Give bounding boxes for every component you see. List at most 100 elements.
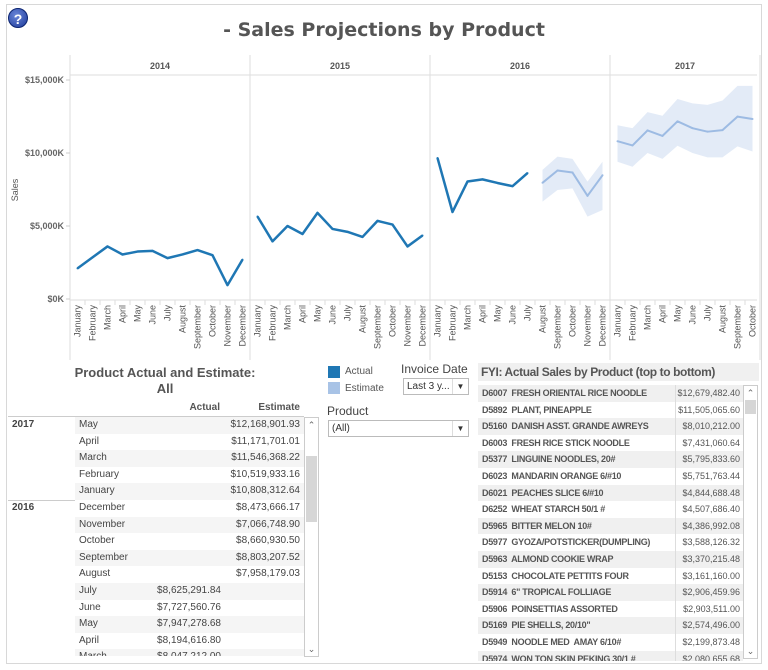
actual-point[interactable]	[241, 258, 244, 261]
actual-point[interactable]	[151, 249, 154, 252]
estimate-point[interactable]	[586, 194, 589, 197]
table-row[interactable]: February $10,519,933.16	[75, 466, 304, 484]
estimate-point[interactable]	[616, 140, 619, 143]
scroll-up-icon[interactable]: ⌃	[307, 420, 316, 430]
table-row[interactable]: May $12,168,901.93	[75, 417, 304, 434]
left-table-scrollbar[interactable]: ⌃ ⌄	[304, 417, 319, 657]
table-row[interactable]: August $7,958,179.03	[75, 566, 304, 583]
actual-point[interactable]	[466, 180, 469, 183]
actual-point[interactable]	[181, 253, 184, 256]
product-row[interactable]: D6252 WHEAT STARCH 50/1 # $4,507,686.40	[478, 501, 743, 518]
question-circle-icon[interactable]: ?	[8, 8, 28, 28]
actual-point[interactable]	[76, 267, 79, 270]
divider	[675, 584, 676, 601]
scroll-thumb[interactable]	[306, 456, 317, 522]
product-row[interactable]: D5153 CHOCOLATE PETTITS FOUR $3,161,160.0…	[478, 567, 743, 585]
x-tick-label: July	[343, 305, 353, 322]
scroll-down-icon[interactable]: ⌄	[307, 644, 316, 654]
actual-point[interactable]	[271, 240, 274, 243]
product-row[interactable]: D6023 MANDARIN ORANGE 6/#10 $5,751,763.44	[478, 468, 743, 485]
invoice-date-dropdown[interactable]: Last 3 y... ▼	[403, 378, 469, 395]
product-cell: D5977 GYOZA/POTSTICKER(DUMPLING)	[482, 537, 651, 548]
x-tick-label: October	[748, 305, 758, 337]
product-row[interactable]: D5906 POINSETTIAS ASSORTED $2,903,511.00	[478, 600, 743, 618]
actual-point[interactable]	[106, 245, 109, 248]
estimate-point[interactable]	[571, 171, 574, 174]
scroll-up-icon[interactable]: ⌃	[746, 388, 755, 398]
product-dropdown[interactable]: (All) ▼	[328, 420, 469, 437]
estimate-point[interactable]	[631, 144, 634, 147]
product-row[interactable]: D5974 WON TON SKIN PEKING 30/1 # $2,080,6…	[478, 650, 743, 661]
estimate-point[interactable]	[661, 134, 664, 137]
estimate-line-2017[interactable]	[617, 115, 753, 147]
actual-point[interactable]	[436, 156, 439, 159]
product-row[interactable]: D5963 ALMOND COOKIE WRAP $3,370,215.48	[478, 551, 743, 568]
product-cell: D5377 LINGUINE NOODLES, 20#	[482, 454, 616, 465]
scroll-thumb[interactable]	[745, 400, 756, 414]
actual-point[interactable]	[91, 256, 94, 259]
table-row[interactable]: May $7,947,278.68	[75, 616, 304, 633]
product-row[interactable]: D5377 LINGUINE NOODLES, 20# $5,795,833.60	[478, 451, 743, 468]
product-row[interactable]: D5160 DANISH ASST. GRANDE AWREYS $8,010,2…	[478, 418, 743, 435]
actual-point[interactable]	[481, 178, 484, 181]
actual-line-2016[interactable]	[436, 157, 529, 214]
actual-point[interactable]	[226, 284, 229, 287]
actual-point[interactable]	[196, 249, 199, 252]
actual-point[interactable]	[421, 234, 424, 237]
actual-point[interactable]	[361, 235, 364, 238]
estimate-point[interactable]	[556, 169, 559, 172]
actual-point[interactable]	[376, 219, 379, 222]
table-row[interactable]: July $8,625,291.84	[75, 583, 304, 600]
table-row[interactable]: October $8,660,930.50	[75, 533, 304, 550]
estimate-point[interactable]	[751, 117, 754, 120]
product-row[interactable]: D5965 BITTER MELON 10# $4,386,992.08	[478, 517, 743, 535]
product-row[interactable]: D5977 GYOZA/POTSTICKER(DUMPLING) $3,588,1…	[478, 534, 743, 551]
product-row[interactable]: D6021 PEACHES SLICE 6/#10 $4,844,688.48	[478, 484, 743, 502]
actual-point[interactable]	[331, 227, 334, 230]
estimate-point[interactable]	[541, 181, 544, 184]
actual-point[interactable]	[451, 210, 454, 213]
estimate-point[interactable]	[691, 127, 694, 130]
right-table-scrollbar[interactable]: ⌃ ⌄	[743, 385, 758, 659]
estimate-point[interactable]	[676, 120, 679, 123]
actual-point[interactable]	[166, 257, 169, 260]
product-row[interactable]: D6007 FRESH ORIENTAL RICE NOODLE $12,679,…	[478, 385, 743, 402]
table-row[interactable]: September $8,803,207.52	[75, 549, 304, 567]
actual-line-2015[interactable]	[256, 211, 424, 248]
estimate-point[interactable]	[736, 115, 739, 118]
actual-point[interactable]	[511, 185, 514, 188]
table-row[interactable]: April $11,171,701.01	[75, 433, 304, 451]
product-row[interactable]: D5914 6" TROPICAL FOLLIAGE $2,906,459.96	[478, 584, 743, 601]
product-row[interactable]: D6003 FRESH RICE STICK NOODLE $7,431,060.…	[478, 434, 743, 452]
table-row[interactable]: November $7,066,748.90	[75, 516, 304, 534]
actual-point[interactable]	[121, 253, 124, 256]
product-row[interactable]: D5949 NOODLE MED AMAY 6/10# $2,199,873.48	[478, 634, 743, 651]
table-row[interactable]: January $10,808,312.64	[75, 483, 304, 500]
actual-line-2014[interactable]	[76, 245, 244, 287]
product-row[interactable]: D5892 PLANT, PINEAPPLE $11,505,065.60	[478, 401, 743, 419]
actual-point[interactable]	[346, 230, 349, 233]
estimate-point[interactable]	[721, 129, 724, 132]
scroll-down-icon[interactable]: ⌄	[746, 646, 755, 656]
estimate-point[interactable]	[601, 174, 604, 177]
actual-point[interactable]	[301, 233, 304, 236]
sales-cell: $11,505,065.60	[678, 404, 740, 415]
actual-point[interactable]	[496, 181, 499, 184]
actual-point[interactable]	[526, 172, 529, 175]
table-row[interactable]: March $11,546,368.22	[75, 450, 304, 467]
table-row[interactable]: March $8,047,212.00	[75, 649, 304, 656]
estimate-point[interactable]	[646, 129, 649, 132]
table-row[interactable]: June $7,727,560.76	[75, 599, 304, 617]
actual-point[interactable]	[136, 250, 139, 253]
actual-point[interactable]	[316, 211, 319, 214]
actual-point[interactable]	[406, 245, 409, 248]
actual-point[interactable]	[211, 254, 214, 257]
actual-point[interactable]	[391, 223, 394, 226]
actual-point[interactable]	[256, 215, 259, 218]
table-row[interactable]: April $8,194,616.80	[75, 632, 304, 650]
estimate-point[interactable]	[706, 130, 709, 133]
product-row[interactable]: D5169 PIE SHELLS, 20/10" $2,574,496.00	[478, 617, 743, 634]
month-cell: May	[79, 419, 98, 430]
actual-point[interactable]	[286, 225, 289, 227]
table-row[interactable]: December $8,473,666.17	[75, 500, 304, 517]
